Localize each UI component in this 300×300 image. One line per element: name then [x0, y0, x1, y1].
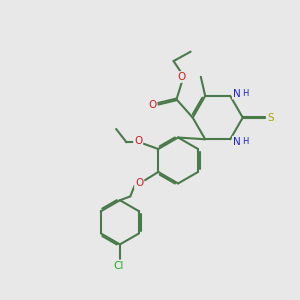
Text: N: N	[233, 136, 241, 147]
Text: O: O	[178, 72, 186, 82]
Text: H: H	[242, 137, 248, 146]
Text: O: O	[135, 178, 143, 188]
Text: N: N	[233, 88, 241, 99]
Text: O: O	[134, 136, 142, 146]
Text: Cl: Cl	[113, 261, 124, 271]
Text: O: O	[148, 100, 157, 110]
Text: H: H	[242, 89, 248, 98]
Text: S: S	[267, 112, 274, 123]
